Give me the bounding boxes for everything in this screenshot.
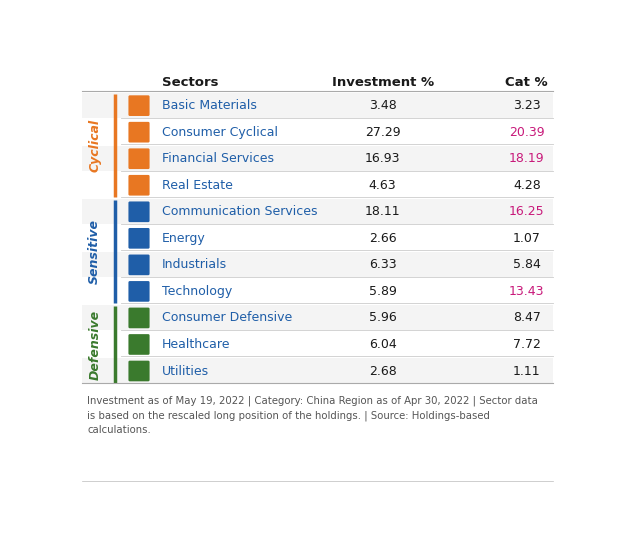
Text: 5.89: 5.89 (369, 285, 397, 298)
Text: Defensive: Defensive (88, 310, 101, 380)
Text: 18.11: 18.11 (365, 205, 401, 218)
Text: 6.33: 6.33 (369, 258, 396, 271)
FancyBboxPatch shape (82, 252, 553, 277)
Text: 1.07: 1.07 (513, 232, 541, 245)
FancyBboxPatch shape (82, 146, 553, 171)
Text: 5.96: 5.96 (369, 311, 397, 324)
FancyBboxPatch shape (82, 305, 553, 330)
Text: 5.84: 5.84 (513, 258, 541, 271)
FancyBboxPatch shape (128, 281, 149, 302)
Text: 7.72: 7.72 (513, 338, 541, 351)
Text: 1.11: 1.11 (513, 364, 541, 377)
Text: 4.63: 4.63 (369, 179, 396, 192)
Text: 8.47: 8.47 (513, 311, 541, 324)
FancyBboxPatch shape (82, 93, 553, 118)
Text: Consumer Cyclical: Consumer Cyclical (162, 126, 278, 139)
Text: Sectors: Sectors (162, 76, 218, 89)
Text: 13.43: 13.43 (509, 285, 544, 298)
Text: Communication Services: Communication Services (162, 205, 317, 218)
Text: 2.66: 2.66 (369, 232, 396, 245)
Text: Utilities: Utilities (162, 364, 209, 377)
Text: Basic Materials: Basic Materials (162, 99, 257, 112)
Text: Sensitive: Sensitive (88, 219, 101, 284)
Text: 3.23: 3.23 (513, 99, 541, 112)
Text: Consumer Defensive: Consumer Defensive (162, 311, 292, 324)
FancyBboxPatch shape (128, 95, 149, 116)
Text: 3.48: 3.48 (369, 99, 397, 112)
Text: 27.29: 27.29 (365, 126, 401, 139)
Text: Real Estate: Real Estate (162, 179, 232, 192)
FancyBboxPatch shape (82, 358, 553, 383)
FancyBboxPatch shape (128, 334, 149, 355)
Text: Investment %: Investment % (332, 76, 433, 89)
FancyBboxPatch shape (128, 307, 149, 328)
Text: 2.68: 2.68 (369, 364, 397, 377)
Text: 4.28: 4.28 (513, 179, 541, 192)
Text: 16.93: 16.93 (365, 152, 401, 165)
Text: Financial Services: Financial Services (162, 152, 273, 165)
Text: Investment as of May 19, 2022 | Category: China Region as of Apr 30, 2022 | Sect: Investment as of May 19, 2022 | Category… (87, 395, 538, 435)
Text: Healthcare: Healthcare (162, 338, 230, 351)
Text: 6.04: 6.04 (369, 338, 397, 351)
Text: 20.39: 20.39 (509, 126, 544, 139)
FancyBboxPatch shape (128, 360, 149, 381)
FancyBboxPatch shape (128, 228, 149, 249)
FancyBboxPatch shape (128, 254, 149, 275)
FancyBboxPatch shape (128, 201, 149, 222)
Text: 16.25: 16.25 (509, 205, 544, 218)
FancyBboxPatch shape (82, 199, 553, 224)
FancyBboxPatch shape (128, 148, 149, 169)
Text: Technology: Technology (162, 285, 232, 298)
Text: Energy: Energy (162, 232, 205, 245)
FancyBboxPatch shape (128, 122, 149, 143)
FancyBboxPatch shape (128, 175, 149, 196)
Text: Cat %: Cat % (505, 76, 548, 89)
Text: Cyclical: Cyclical (88, 119, 101, 172)
Text: Industrials: Industrials (162, 258, 227, 271)
Text: 18.19: 18.19 (509, 152, 544, 165)
